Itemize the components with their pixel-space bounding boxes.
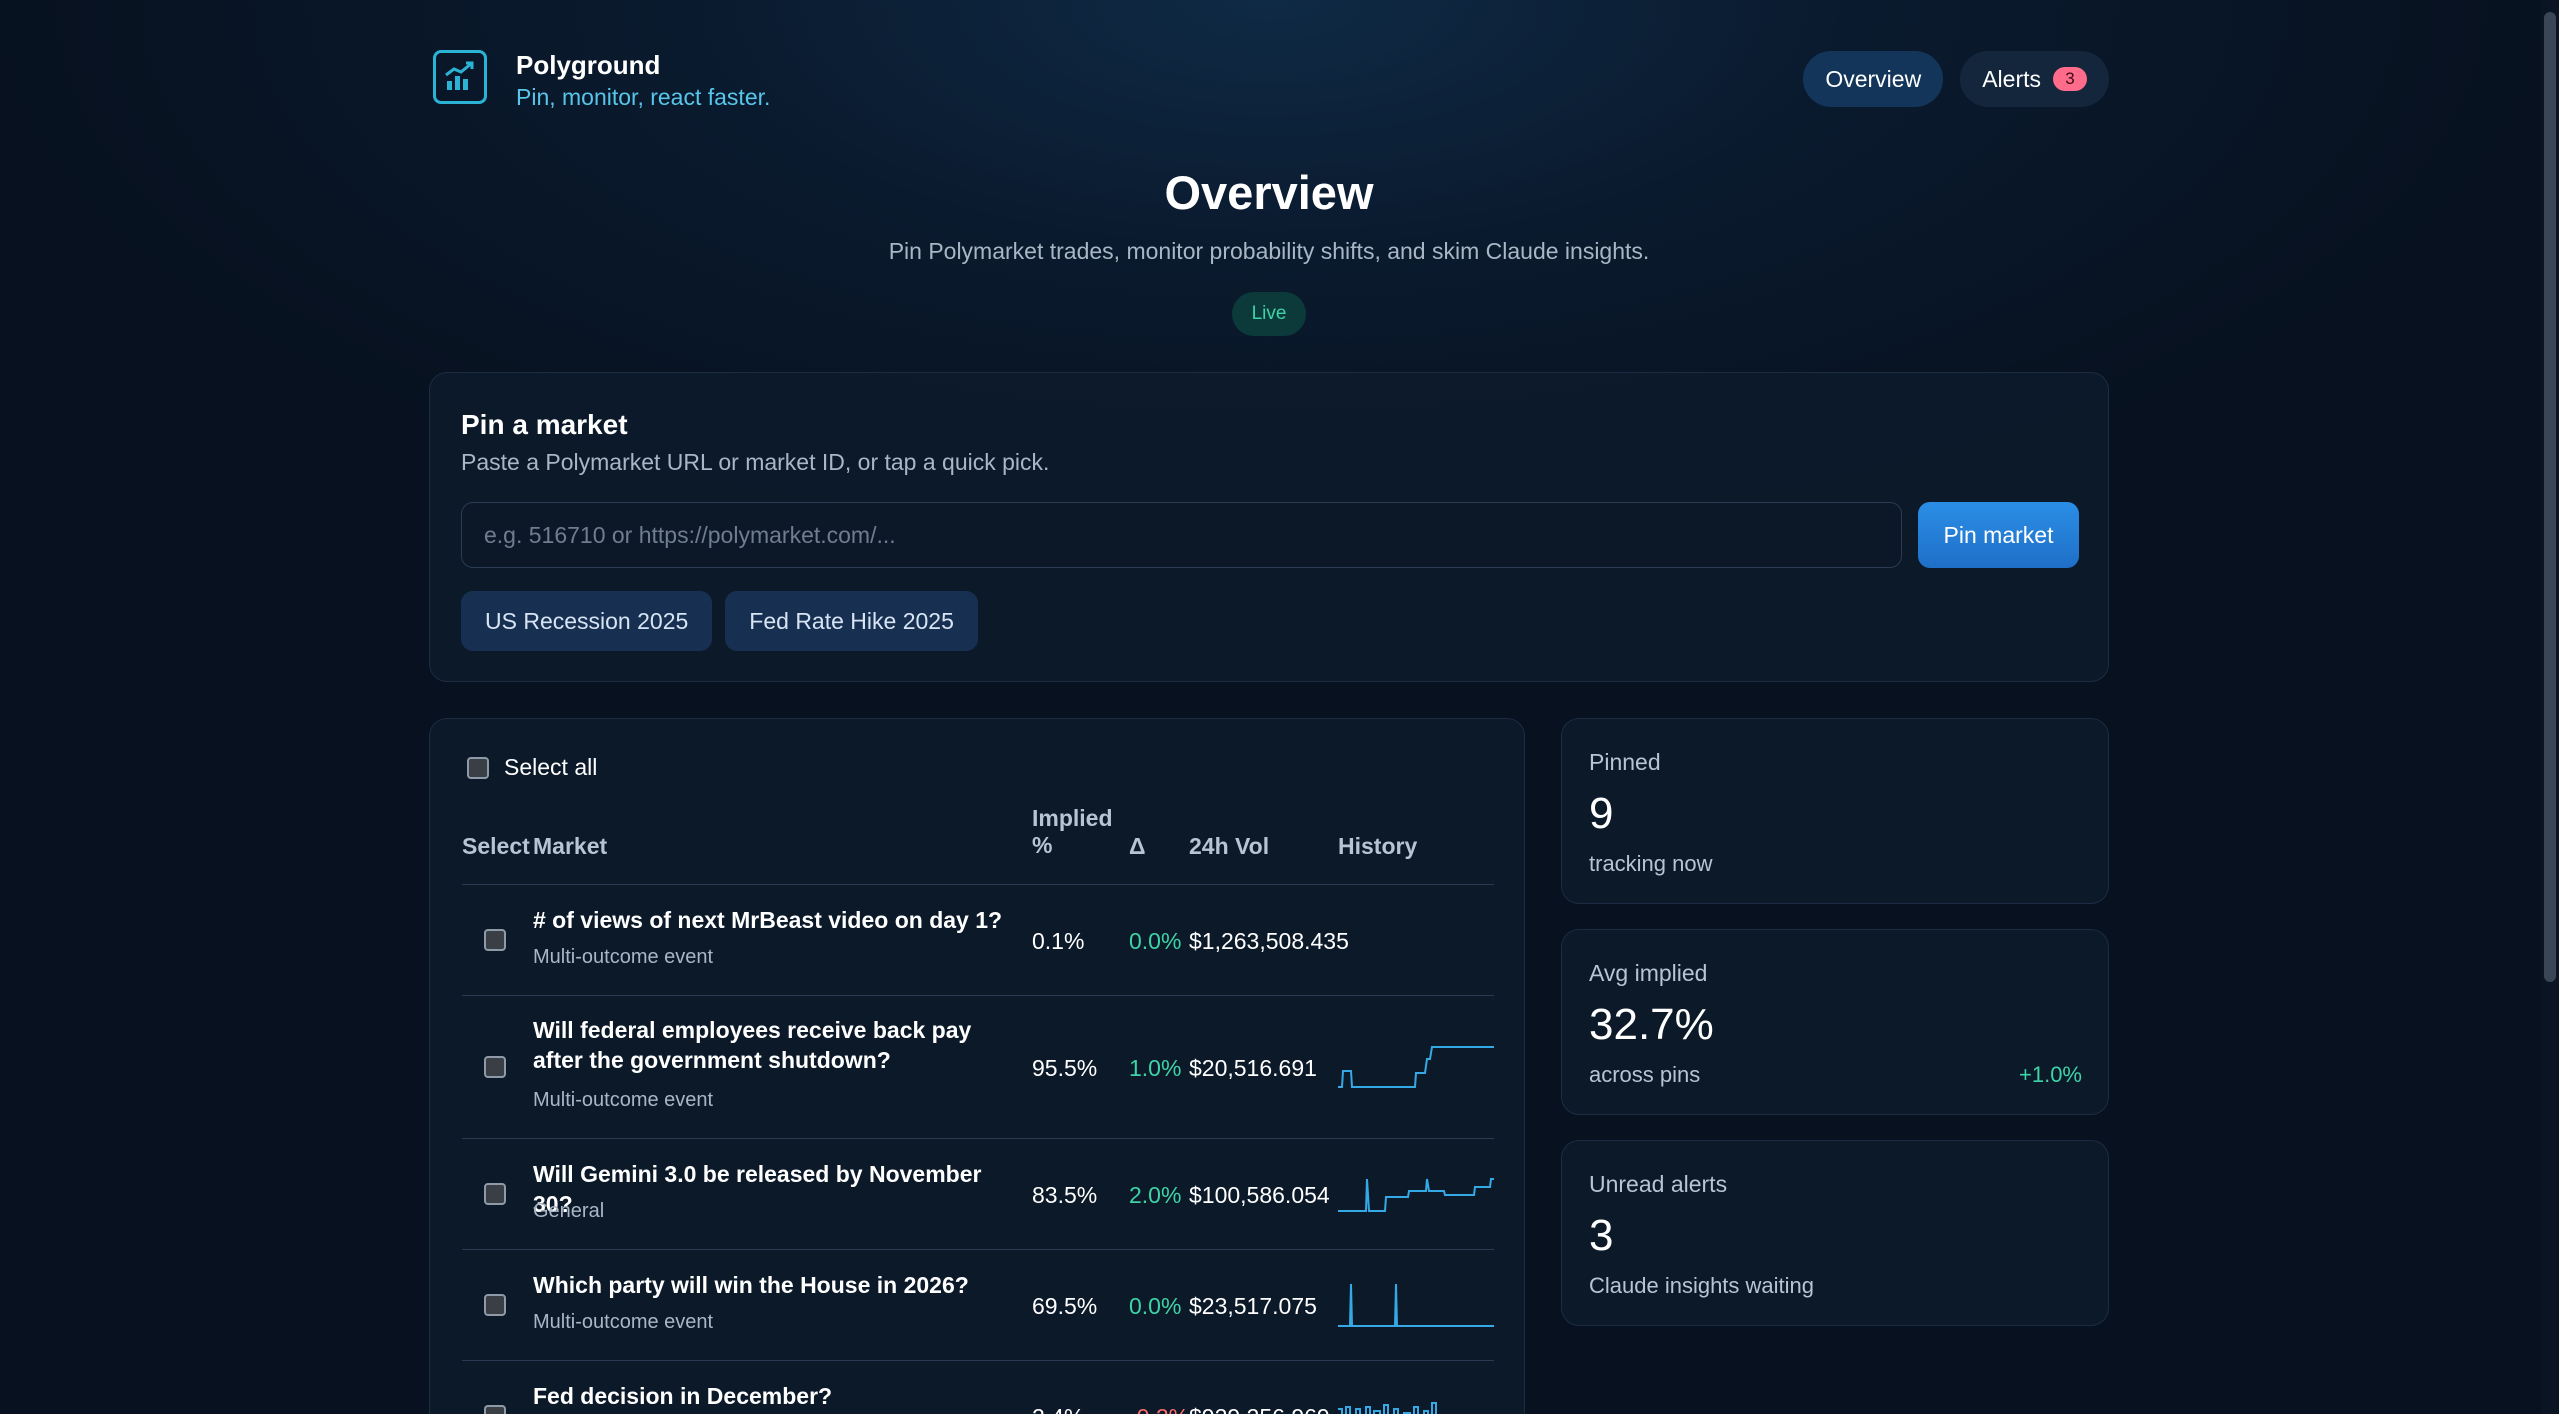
stat-unread-note: Claude insights waiting (1589, 1273, 1815, 1298)
header-market[interactable]: Market (533, 833, 608, 859)
row-checkbox[interactable] (484, 1405, 506, 1414)
alerts-count-badge: 3 (2053, 67, 2087, 91)
history-sparkline (1338, 1178, 1494, 1212)
select-all-label: Select all (504, 754, 598, 780)
implied-value: 95.5% (1032, 1055, 1098, 1081)
volume-value: $929,256.969 (1189, 1404, 1330, 1414)
select-all-control[interactable]: Select all (467, 754, 597, 781)
stat-avg-value: 32.7% (1589, 1000, 1714, 1049)
history-sparkline (1338, 1402, 1437, 1414)
pin-card-description: Paste a Polymarket URL or market ID, or … (461, 449, 1050, 475)
table-header: Select Market Implied % Δ 24h Vol Histor… (462, 803, 1494, 885)
row-checkbox[interactable] (484, 1294, 506, 1316)
volume-value: $1,263,508.435 (1189, 928, 1349, 954)
market-title[interactable]: # of views of next MrBeast video on day … (533, 907, 1003, 933)
row-checkbox[interactable] (484, 929, 506, 951)
history-sparkline (1338, 1283, 1494, 1327)
volume-value: $20,516.691 (1189, 1055, 1317, 1081)
brand-name: Polyground (516, 50, 661, 80)
stat-pinned-label: Pinned (1589, 749, 1661, 775)
market-category: General (533, 1200, 605, 1222)
pinned-markets-table-card: Select all Select Market Implied % Δ 24h… (429, 718, 1525, 1414)
table-row[interactable]: Which party will win the House in 2026? … (462, 1250, 1494, 1361)
delta-value: 1.0% (1129, 1055, 1182, 1081)
pin-market-card: Pin a market Paste a Polymarket URL or m… (429, 372, 2109, 682)
nav-overview-button[interactable]: Overview (1803, 51, 1944, 107)
implied-value: 69.5% (1032, 1293, 1098, 1319)
implied-value: 83.5% (1032, 1182, 1098, 1208)
delta-value: 0.0% (1129, 928, 1182, 954)
stat-unread-label: Unread alerts (1589, 1171, 1728, 1197)
header-delta[interactable]: Δ (1129, 833, 1146, 859)
market-category: Multi-outcome event (533, 946, 714, 968)
pin-card-title: Pin a market (461, 409, 628, 440)
header-implied[interactable]: Implied % (1032, 805, 1113, 858)
pin-market-button[interactable]: Pin market (1918, 502, 2079, 568)
live-status-badge: Live (1232, 292, 1306, 336)
nav-alerts-button[interactable]: Alerts 3 (1960, 51, 2109, 107)
market-category: Multi-outcome event (533, 1089, 714, 1111)
market-title[interactable]: Which party will win the House in 2026? (533, 1272, 969, 1298)
table-row[interactable]: Fed decision in December? 2.4% -0.2% $92… (462, 1361, 1494, 1414)
page-subtitle: Pin Polymarket trades, monitor probabili… (888, 238, 1650, 264)
stat-avg-delta: +1.0% (2019, 1062, 2082, 1087)
stat-unread-value: 3 (1589, 1211, 1614, 1260)
volume-value: $23,517.075 (1189, 1293, 1317, 1319)
brand-tagline: Pin, monitor, react faster. (516, 84, 771, 110)
market-url-input[interactable] (461, 502, 1902, 568)
stat-card-unread-alerts[interactable]: Unread alerts 3 Claude insights waiting (1561, 1140, 2109, 1326)
volume-value: $100,586.054 (1189, 1182, 1330, 1208)
quick-pick-us-recession[interactable]: US Recession 2025 (461, 591, 713, 651)
header-select: Select (462, 833, 530, 859)
stat-pinned-note: tracking now (1589, 851, 1713, 876)
quick-pick-fed-rate-hike[interactable]: Fed Rate Hike 2025 (725, 591, 978, 651)
implied-value: 0.1% (1032, 928, 1085, 954)
delta-value: 0.0% (1129, 1293, 1182, 1319)
stat-card-pinned: Pinned 9 tracking now (1561, 718, 2109, 904)
stat-card-avg-implied: Avg implied 32.7% across pins +1.0% (1561, 929, 2109, 1115)
header-volume[interactable]: 24h Vol (1189, 833, 1270, 859)
table-row[interactable]: Will federal employees receive back pay … (462, 996, 1494, 1139)
stat-avg-label: Avg implied (1589, 960, 1708, 986)
history-sparkline (1338, 1046, 1494, 1088)
top-nav: Overview Alerts 3 (1803, 51, 2109, 107)
stat-avg-note: across pins (1589, 1062, 1701, 1087)
stat-pinned-value: 9 (1589, 789, 1614, 838)
market-title[interactable]: Will federal employees receive back pay … (533, 1017, 972, 1073)
nav-alerts-label: Alerts (1982, 65, 2041, 92)
page-scrollbar[interactable] (2541, 0, 2559, 1414)
page-title: Overview (1164, 166, 1374, 219)
row-checkbox[interactable] (484, 1183, 506, 1205)
implied-value: 2.4% (1032, 1404, 1084, 1414)
scrollbar-thumb[interactable] (2544, 12, 2556, 982)
delta-value: -0.2% (1129, 1404, 1189, 1414)
app-header: Polyground Pin, monitor, react faster. O… (429, 48, 2109, 118)
select-all-checkbox[interactable] (467, 756, 489, 779)
market-title[interactable]: Fed decision in December? (533, 1383, 833, 1409)
market-title[interactable]: Will Gemini 3.0 be released by November … (533, 1161, 982, 1217)
row-checkbox[interactable] (484, 1056, 506, 1078)
table-row[interactable]: # of views of next MrBeast video on day … (462, 885, 1494, 996)
nav-overview-label: Overview (1825, 65, 1922, 92)
header-history: History (1338, 833, 1418, 859)
market-category: Multi-outcome event (533, 1311, 714, 1333)
table-row[interactable]: Will Gemini 3.0 be released by November … (462, 1139, 1494, 1250)
chart-logo-icon[interactable] (433, 50, 487, 104)
delta-value: 2.0% (1129, 1182, 1182, 1208)
quick-picks: US Recession 2025 Fed Rate Hike 2025 (461, 591, 978, 651)
